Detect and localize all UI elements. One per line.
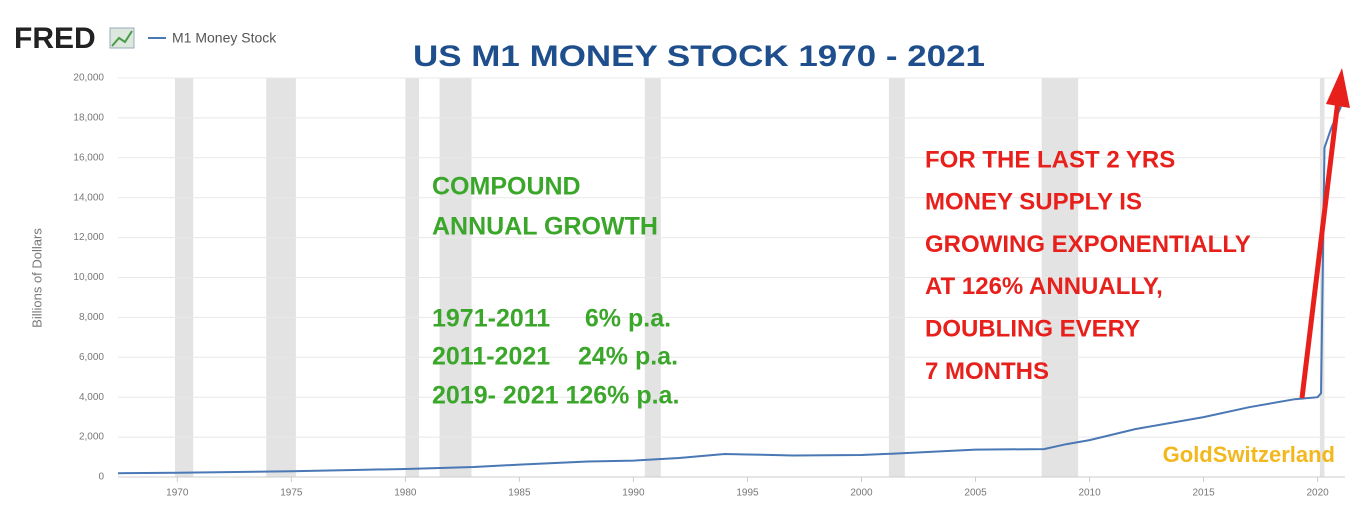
legend-label: M1 Money Stock — [172, 30, 277, 46]
y-tick-label: 4,000 — [79, 392, 104, 403]
annotation-red: DOUBLING EVERY — [925, 316, 1140, 343]
arrow-shaft — [1299, 99, 1341, 399]
annotation-red: MONEY SUPPLY IS — [925, 189, 1142, 216]
x-tick-label: 2015 — [1192, 488, 1215, 499]
y-tick-label: 0 — [98, 472, 104, 483]
annotation-red: FOR THE LAST 2 YRS — [925, 146, 1175, 173]
annotation-green: 1971-2011 6% p.a. — [432, 305, 671, 333]
y-tick-label: 12,000 — [73, 232, 104, 243]
annotation-red: 7 MONTHS — [925, 358, 1049, 385]
y-tick-label: 18,000 — [73, 113, 104, 124]
y-tick-label: 8,000 — [79, 312, 104, 323]
line-series — [117, 91, 1346, 475]
y-tick-label: 14,000 — [73, 192, 104, 203]
x-tick-label: 1985 — [508, 488, 531, 499]
annotation-green: ANNUAL GROWTH — [432, 213, 658, 241]
x-tick-label: 1970 — [166, 488, 189, 499]
arrow-head — [1326, 68, 1350, 108]
annotation-green: COMPOUND — [432, 173, 581, 201]
annotation-red: AT 126% ANNUALLY, — [925, 273, 1163, 300]
x-tick-label: 2005 — [964, 488, 987, 499]
x-tick-label: 1995 — [736, 488, 759, 499]
x-tick-label: 2020 — [1307, 488, 1330, 499]
logo-icon — [109, 27, 135, 49]
x-tick-label: 1980 — [394, 488, 417, 499]
x-tick-label: 1975 — [280, 488, 303, 499]
annotation-green: 2019- 2021 126% p.a. — [432, 382, 679, 410]
y-tick-label: 10,000 — [73, 272, 104, 283]
y-tick-label: 6,000 — [79, 352, 104, 363]
y-tick-label: 2,000 — [79, 432, 104, 443]
y-tick-label: 20,000 — [73, 73, 104, 84]
y-tick-label: 16,000 — [73, 152, 104, 163]
y-axis-label: Billions of Dollars — [29, 228, 44, 328]
annotation-green: 2011-2021 24% p.a. — [432, 343, 678, 371]
logo: FRED — [14, 22, 96, 55]
x-tick-label: 2010 — [1078, 488, 1101, 499]
watermark: GoldSwitzerland — [1163, 442, 1335, 467]
annotation-red: GROWING EXPONENTIALLY — [925, 231, 1251, 258]
x-tick-label: 2000 — [850, 488, 873, 499]
x-tick-label: 1990 — [622, 488, 645, 499]
chart-title: US M1 MONEY STOCK 1970 - 2021 — [413, 40, 985, 73]
